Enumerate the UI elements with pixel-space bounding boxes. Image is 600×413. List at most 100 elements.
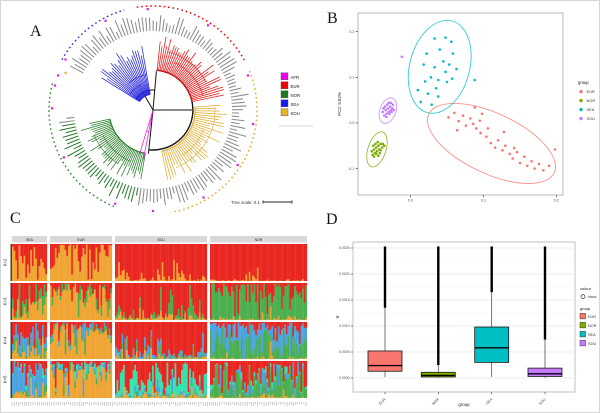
admixture-bar-segment [105, 244, 108, 256]
admixture-bar-segment [289, 244, 291, 281]
admixture-bar-segment [22, 322, 24, 337]
admixture-bar-segment [144, 387, 146, 391]
admixture-bar-segment [300, 391, 303, 393]
clade-branch-eur [173, 49, 190, 76]
admixture-bar-segment [197, 318, 200, 321]
admixture-bar-segment [15, 390, 18, 392]
admixture-bar-segment [279, 286, 282, 321]
admixture-bar-segment [45, 361, 48, 369]
admixture-bar-segment [100, 362, 103, 372]
admixture-bar-segment [90, 278, 93, 282]
admixture-bar-segment [260, 358, 262, 360]
admixture-bar-segment [292, 280, 295, 282]
admixture-bar-segment [169, 356, 172, 359]
admixture-bar-segment [147, 322, 150, 346]
legend-swatch-sou [579, 340, 586, 347]
admixture-bar-segment [221, 295, 224, 320]
admixture-bar-segment [222, 323, 225, 350]
admixture-bar-segment [274, 283, 277, 320]
admixture-bar-segment [67, 385, 70, 386]
admixture-bar-segment [214, 322, 217, 340]
tip-label-tick [81, 45, 95, 58]
admixture-bar-segment [252, 322, 254, 325]
admixture-bar-segment [33, 244, 36, 248]
admixture-bar-segment [110, 293, 113, 321]
admixture-bar-segment [54, 387, 57, 392]
admixture-bar-segment [53, 244, 56, 266]
admixture-bar-segment [43, 386, 46, 396]
clade-branch-nor [103, 136, 119, 148]
admixture-bar-segment [137, 283, 140, 319]
y-tick-label: -0.1 [348, 167, 354, 171]
admixture-bar-segment [153, 354, 156, 360]
tip-label-tick [162, 19, 165, 32]
scatter-point-sea [438, 48, 442, 51]
admixture-bar-segment [263, 361, 266, 370]
admixture-bar-segment [295, 361, 298, 377]
admixture-bar-segment [282, 318, 285, 321]
admixture-bar-segment [218, 244, 220, 281]
admixture-bar-segment [210, 397, 212, 399]
admixture-bar-segment [150, 394, 153, 397]
tip-label-tick [217, 154, 232, 164]
admixture-bar-segment [71, 244, 73, 275]
admixture-bar-segment [165, 283, 167, 314]
admixture-bar-segment [302, 363, 304, 366]
admixture-bar-segment [281, 322, 283, 330]
admixture-bar-segment [256, 329, 259, 355]
admixture-bar-segment [58, 322, 60, 341]
admixture-bar-segment [152, 314, 154, 319]
scatter-point-sea [447, 63, 451, 66]
admixture-bar-segment [281, 361, 283, 368]
admixture-bar-segment [27, 397, 29, 399]
scatter-point-eur [496, 138, 500, 142]
admixture-bar-segment [79, 365, 82, 368]
admixture-bar-segment [107, 322, 109, 335]
admixture-bar-segment [292, 361, 295, 363]
admixture-bar-segment [110, 287, 113, 294]
admixture-bar-segment [134, 322, 137, 356]
admixture-bar-segment [284, 365, 287, 375]
tip-label-tick [71, 57, 87, 68]
scatter-point-sea [433, 37, 436, 40]
admixture-bar-segment [150, 361, 153, 382]
clade-branch-nor [99, 131, 115, 141]
admixture-bar-segment [173, 397, 175, 399]
admixture-bar-segment [192, 397, 195, 399]
clade-branch-eur [188, 76, 220, 93]
admixture-bar-segment [43, 377, 46, 387]
admixture-bar-segment [290, 317, 293, 321]
admixture-bar-segment [295, 383, 298, 399]
admixture-bar-segment [108, 283, 111, 299]
admixture-bar-segment [231, 286, 233, 320]
admixture-bar-segment [195, 244, 198, 282]
y-tick-label: 0.0025 [339, 246, 350, 250]
admixture-bar-segment [84, 244, 87, 255]
admixture-bar-segment [155, 244, 158, 281]
admixture-bar-segment [147, 352, 150, 356]
admixture-bar-segment [160, 311, 162, 321]
admixture-bar-segment [20, 366, 23, 391]
tip-label-tick [229, 128, 238, 131]
admixture-bar-segment [285, 318, 288, 321]
admixture-bar-segment [142, 283, 145, 310]
admixture-bar-segment [242, 389, 245, 392]
admixture-bar-segment [258, 283, 261, 319]
admixture-bar-segment [129, 379, 132, 395]
admixture-bar-segment [22, 336, 24, 346]
admixture-bar-segment [103, 322, 106, 326]
admixture-bar-segment [25, 244, 28, 278]
admixture-bar-segment [269, 363, 272, 367]
scatter-point-sou [388, 112, 391, 116]
legend-label-eur: EUR [291, 84, 300, 89]
admixture-bar-segment [51, 334, 54, 339]
admixture-bar-segment [118, 244, 120, 263]
admixture-bar-segment [81, 362, 83, 366]
admixture-bar-segment [103, 368, 106, 399]
admixture-bar-segment [305, 342, 308, 358]
tip-label-tick [184, 182, 189, 192]
admixture-bar-segment [239, 361, 241, 366]
admixture-bar-segment [50, 337, 52, 340]
tip-label-tick [137, 18, 142, 33]
admixture-bar-segment [105, 301, 108, 321]
